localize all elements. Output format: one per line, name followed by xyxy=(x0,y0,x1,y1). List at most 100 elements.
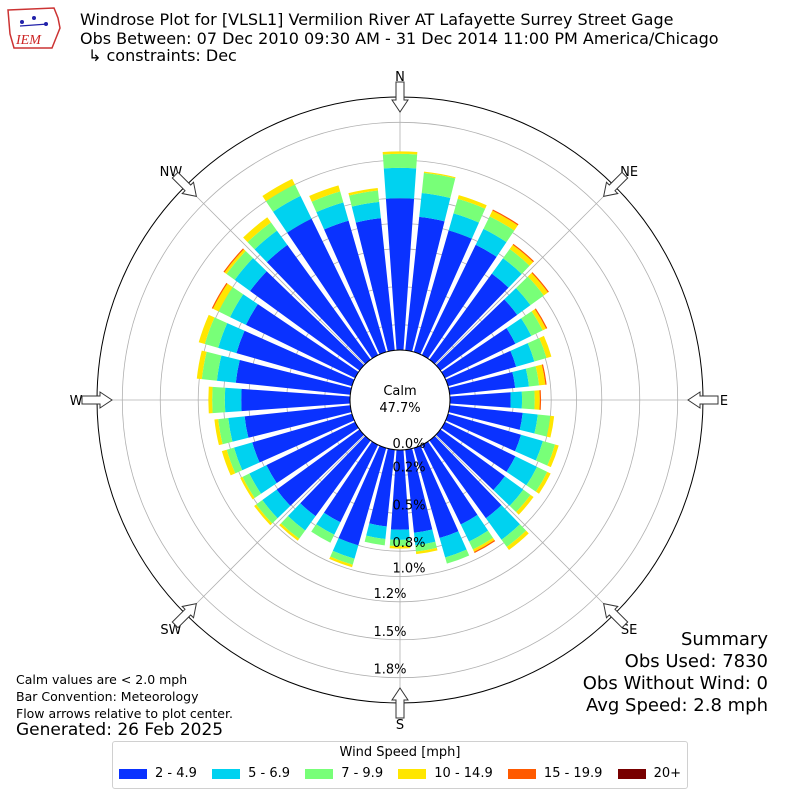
wedge-segment xyxy=(421,441,478,525)
wedge-segment xyxy=(531,309,547,331)
wedge-segment xyxy=(448,405,523,430)
wedge-segment xyxy=(445,350,517,387)
wedge-segment xyxy=(201,351,222,381)
wedge-segment xyxy=(229,294,258,325)
wedge-segment xyxy=(366,523,387,540)
flow-arrow-se xyxy=(603,603,629,629)
wedge-segment xyxy=(262,178,295,202)
wedge-segment xyxy=(493,476,524,506)
wedge-segment xyxy=(448,213,479,239)
wedge-segment xyxy=(547,444,559,468)
direction-label-e: E xyxy=(720,394,728,409)
radial-tick-label: 1.5% xyxy=(373,625,406,640)
wedge-segment xyxy=(485,505,520,540)
wedge-segment xyxy=(245,304,359,379)
wedge-segment xyxy=(460,514,489,542)
radial-tick-label: 1.0% xyxy=(392,562,425,577)
wedge-segment xyxy=(332,538,359,559)
legend-items: 2 - 4.9 5 - 6.9 7 - 9.9 10 - 14.9 15 - 19.9 2… xyxy=(119,766,681,781)
wedge-segment xyxy=(527,337,547,362)
legend-title: Wind Speed [mph] xyxy=(339,745,461,760)
plot-constraints: ↳ constraints: Dec xyxy=(88,46,237,65)
legend-label: 10 - 14.9 xyxy=(434,766,493,781)
wedge-segment xyxy=(300,435,371,517)
wedge-segment xyxy=(382,153,418,169)
wedge-segment xyxy=(534,308,548,329)
grid-spoke xyxy=(185,185,365,365)
wedge-segment xyxy=(243,217,271,243)
wedge-segment xyxy=(236,330,355,387)
flow-arrow-s xyxy=(391,687,409,719)
wedge-segment xyxy=(527,272,548,296)
legend-item: 10 - 14.9 xyxy=(398,766,493,781)
wedge-segment xyxy=(221,449,236,476)
flow-arrow-sw xyxy=(171,603,197,629)
wedge-segment xyxy=(525,366,540,387)
wedge-segment xyxy=(510,343,535,367)
wedge-segment xyxy=(483,216,515,243)
wedge-segment xyxy=(429,435,502,519)
wedge-segment xyxy=(413,230,472,355)
legend-swatch xyxy=(398,768,427,779)
wedge-segment xyxy=(489,210,518,231)
grid-spoke xyxy=(185,435,365,615)
wedge-segment xyxy=(316,512,341,535)
wedge-segment xyxy=(448,371,516,395)
wedge-segment xyxy=(389,545,411,549)
wedge-segment xyxy=(435,299,518,371)
wedge-segment xyxy=(218,323,245,354)
bar-convention-note: Bar Convention: Meteorology xyxy=(16,689,199,704)
wedge-segment xyxy=(240,476,255,500)
wedge-segment xyxy=(311,524,335,543)
wedge-segment xyxy=(512,368,529,388)
wedge-segment xyxy=(509,489,531,513)
wedge-segment xyxy=(349,190,380,207)
legend-swatch xyxy=(507,768,536,779)
wedge-segment xyxy=(218,418,233,445)
wedge-segment xyxy=(504,287,531,315)
wedge-segment xyxy=(509,244,534,266)
direction-label-w: W xyxy=(70,394,83,409)
wedge-segment xyxy=(541,364,547,385)
wedge-segment xyxy=(324,220,387,355)
wedge-segment xyxy=(512,243,535,263)
wedge-segment xyxy=(382,151,418,155)
flow-arrow-n xyxy=(391,81,409,113)
wedge-segment xyxy=(351,201,381,223)
wedge-segment xyxy=(445,413,522,452)
wedge-segment xyxy=(534,390,540,410)
direction-label-sw: SW xyxy=(160,623,181,638)
wedge-segment xyxy=(419,193,451,222)
flow-arrow-w xyxy=(81,391,113,409)
wedge-segment xyxy=(266,244,371,365)
legend-swatch xyxy=(305,768,334,779)
wedge-segment xyxy=(491,258,522,288)
wedge-segment xyxy=(266,421,359,484)
legend-label: 20+ xyxy=(653,766,681,781)
wedge-segment xyxy=(330,550,355,565)
flow-arrows-note: Flow arrows relative to plot center. xyxy=(16,706,233,721)
wedge-segment xyxy=(516,276,544,306)
summary-heading: Summary xyxy=(681,629,768,650)
wedge-segment xyxy=(535,364,546,386)
legend-item: 2 - 4.9 xyxy=(119,766,197,781)
summary-obs-without-wind: Obs Without Wind: 0 xyxy=(582,673,768,694)
plot-title: Windrose Plot for [VLSL1] Vermilion Rive… xyxy=(80,10,674,29)
wedge-segment xyxy=(521,311,543,336)
direction-label-se: SE xyxy=(621,623,637,638)
wedge-segment xyxy=(254,230,288,263)
legend-swatch xyxy=(617,768,646,779)
wedge-segment xyxy=(249,465,277,494)
wedge-segment xyxy=(390,449,410,530)
wedge-segment xyxy=(472,537,495,552)
wedge-segment xyxy=(383,167,417,199)
wedge-segment xyxy=(415,547,438,555)
wedge-segment xyxy=(492,209,519,226)
wedge-segment xyxy=(474,540,496,553)
plot-period: Obs Between: 07 Dec 2010 09:30 AM - 31 D… xyxy=(80,29,719,48)
direction-label-s: S xyxy=(396,718,404,733)
wedge-segment xyxy=(226,447,243,474)
legend-label: 7 - 9.9 xyxy=(341,766,384,781)
wedge-segment xyxy=(519,412,538,434)
